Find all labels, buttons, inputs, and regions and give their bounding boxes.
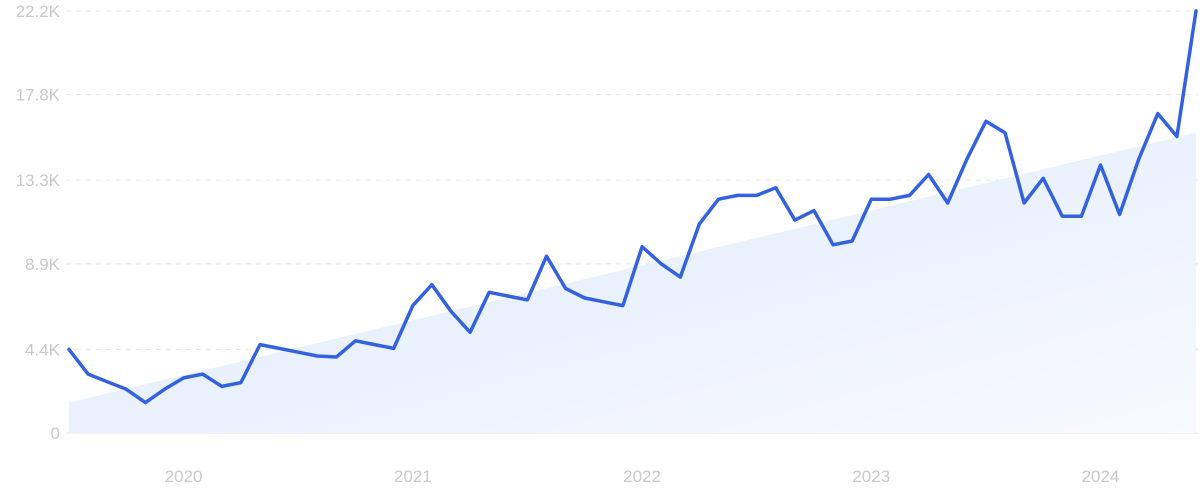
x-tick-label: 2023 [852, 467, 890, 486]
x-tick-label: 2020 [165, 467, 203, 486]
y-tick-label: 8.9K [25, 255, 61, 274]
x-tick-label: 2024 [1082, 467, 1120, 486]
y-tick-label: 4.4K [25, 340, 61, 359]
y-tick-label: 13.3K [16, 171, 61, 190]
y-tick-label: 17.8K [16, 86, 61, 105]
x-tick-label: 2021 [394, 467, 432, 486]
x-axis-ticks: 2020 2021 2022 2023 2024 [165, 467, 1120, 486]
y-tick-label: 0 [51, 424, 60, 443]
series-line-group [67, 9, 1198, 405]
series-line [67, 9, 1198, 405]
trend-area-fill [69, 132, 1196, 433]
y-axis-ticks: 0 4.4K 8.9K 13.3K 17.8K 22.2K [16, 2, 61, 443]
x-tick-label: 2022 [623, 467, 661, 486]
trend-area [69, 132, 1196, 433]
y-tick-label: 22.2K [16, 2, 61, 21]
